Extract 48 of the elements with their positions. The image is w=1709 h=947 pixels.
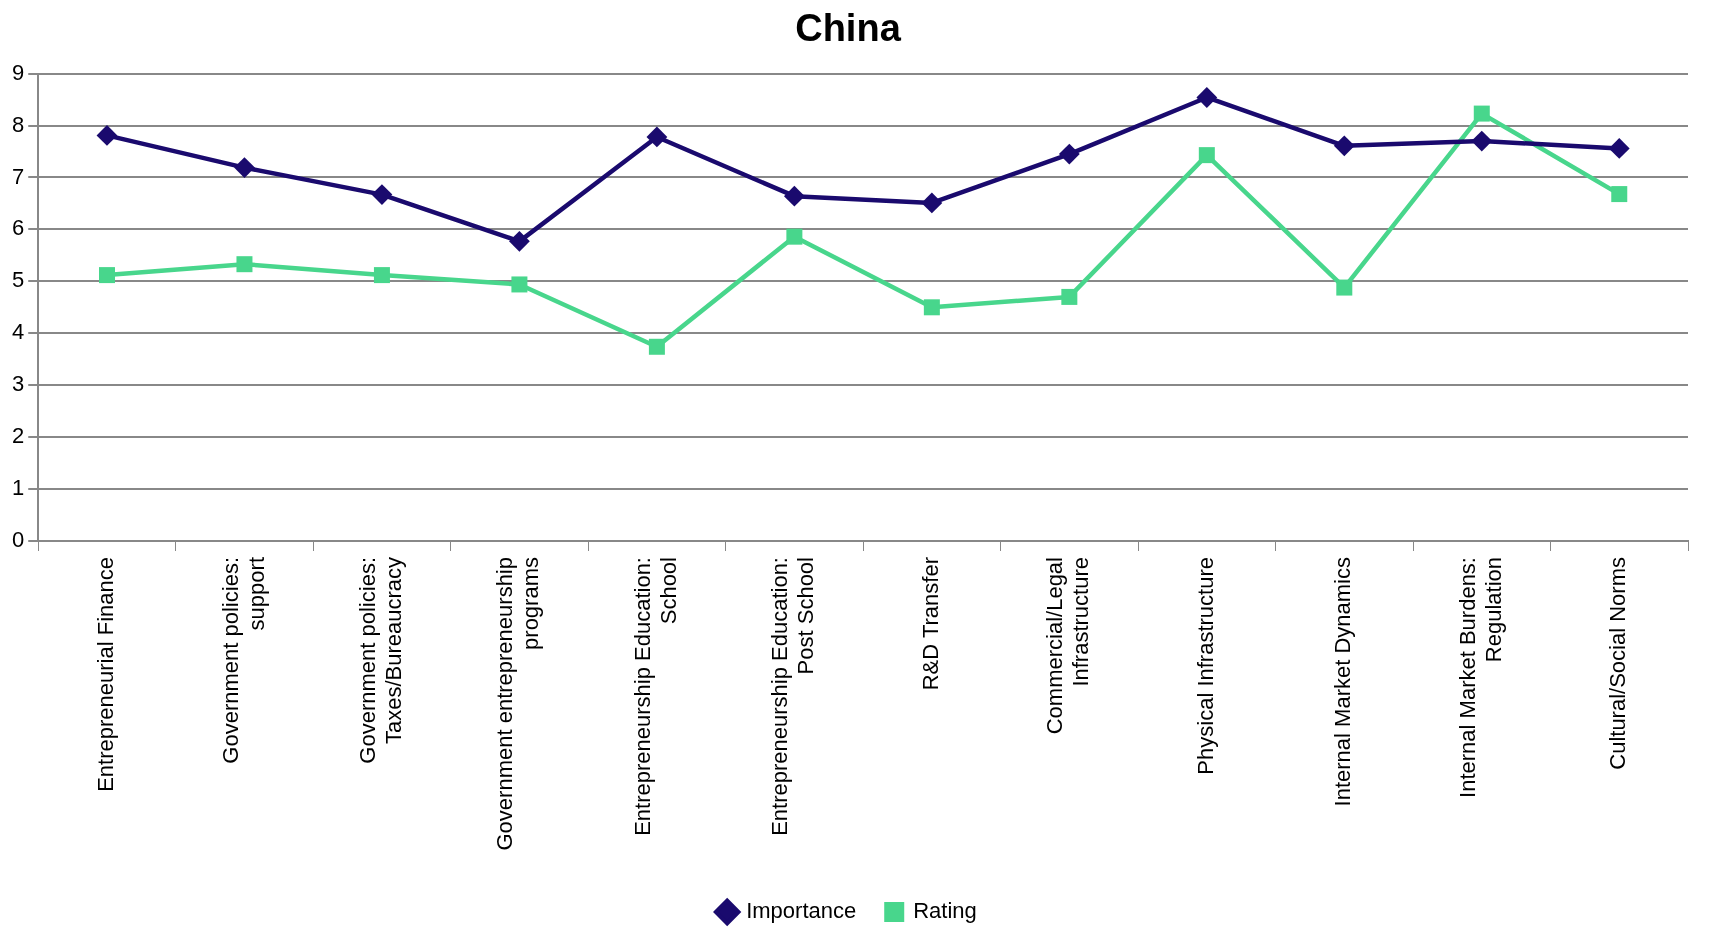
point bbox=[96, 125, 118, 146]
y-tick-label: 1 bbox=[11, 475, 25, 501]
point bbox=[511, 276, 528, 293]
point bbox=[1058, 143, 1080, 165]
point bbox=[1611, 186, 1628, 203]
point bbox=[1333, 135, 1355, 157]
point bbox=[373, 267, 390, 284]
y-tick-label: 9 bbox=[11, 59, 25, 85]
point bbox=[1061, 288, 1078, 305]
point bbox=[371, 184, 393, 206]
point bbox=[236, 256, 253, 273]
point bbox=[923, 299, 940, 316]
point bbox=[648, 338, 665, 355]
x-tick-label: Government entrepreneurship programs bbox=[492, 557, 544, 851]
legend-label: Importance bbox=[746, 898, 857, 924]
point bbox=[1471, 130, 1493, 152]
point bbox=[646, 126, 668, 148]
y-tick-label: 2 bbox=[11, 423, 25, 449]
x-tick-label: Entrepreneurship Education: School bbox=[629, 557, 681, 836]
point bbox=[1336, 279, 1353, 296]
point bbox=[98, 267, 115, 284]
y-tick-label: 6 bbox=[11, 215, 25, 241]
point bbox=[783, 185, 805, 207]
point bbox=[1473, 105, 1490, 122]
x-tick-label: Physical Infrastructure bbox=[1192, 557, 1218, 775]
point bbox=[921, 192, 943, 214]
x-tick-label: Entrepreneurship Education: Post School bbox=[767, 557, 819, 836]
y-tick-label: 4 bbox=[11, 319, 25, 345]
x-tick-label: Government policies: support bbox=[217, 557, 269, 764]
y-tick-label: 5 bbox=[11, 267, 25, 293]
y-tick-label: 8 bbox=[11, 111, 25, 137]
point bbox=[1196, 87, 1218, 108]
x-tick-label: Cultural/Social Norms bbox=[1605, 557, 1631, 770]
point bbox=[1198, 147, 1215, 164]
y-tick-label: 0 bbox=[11, 527, 25, 553]
chart-title: China bbox=[795, 7, 902, 50]
legend-label: Rating bbox=[913, 898, 977, 924]
x-tick-label: Commercial/Legal Infrastructure bbox=[1042, 557, 1094, 735]
point bbox=[234, 157, 255, 178]
x-tick-label: R&D Transfer bbox=[917, 557, 943, 691]
y-tick-label: 7 bbox=[11, 163, 25, 189]
point bbox=[509, 230, 530, 252]
y-tick-label: 3 bbox=[11, 371, 25, 397]
x-tick-label: Entrepreneurial Finance bbox=[93, 557, 119, 792]
point bbox=[786, 228, 803, 245]
x-tick-label: Internal Market Dynamics bbox=[1330, 557, 1356, 807]
x-tick-label: Internal Market Burdens: Regulation bbox=[1454, 557, 1506, 798]
point bbox=[1608, 137, 1630, 159]
